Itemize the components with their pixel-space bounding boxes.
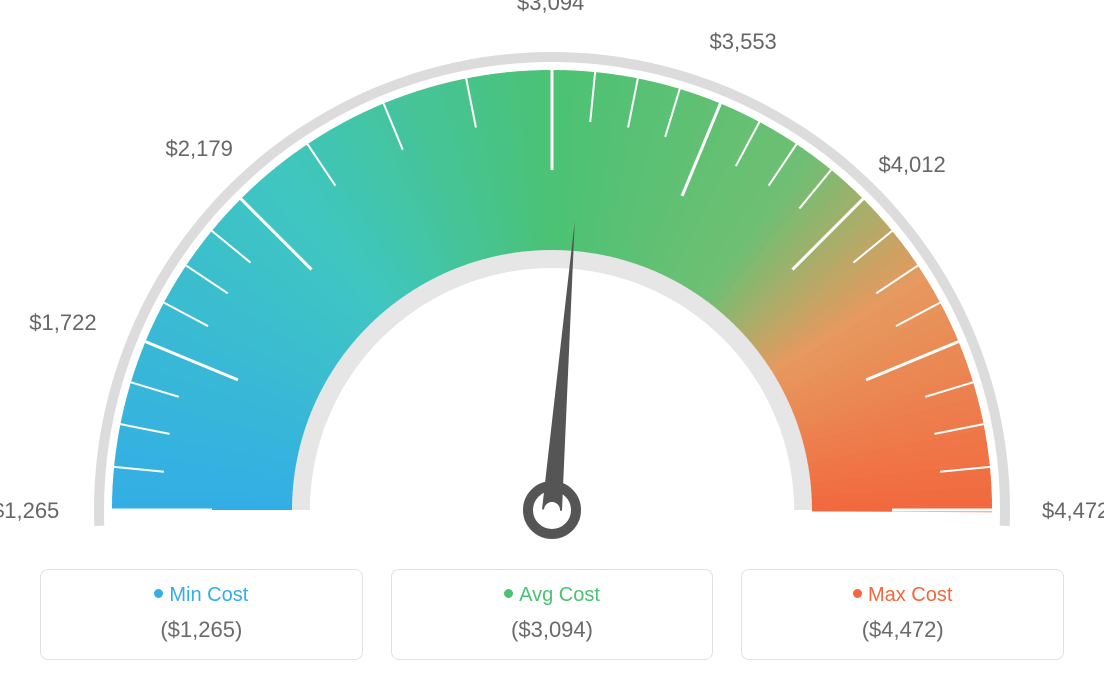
scale-label: $3,094 (517, 0, 584, 16)
avg-cost-card: Avg Cost ($3,094) (391, 569, 714, 660)
scale-label: $3,553 (710, 29, 777, 55)
min-cost-label: Min Cost (169, 584, 248, 606)
max-cost-card: Max Cost ($4,472) (741, 569, 1064, 660)
max-cost-title: Max Cost (750, 584, 1055, 607)
avg-cost-title: Avg Cost (400, 584, 705, 607)
max-cost-label: Max Cost (868, 584, 952, 606)
gauge: $1,265 $1,722 $2,179 $3,094 $3,553 $4,012 $4,4… (0, 0, 1104, 560)
dot-icon (853, 589, 862, 598)
avg-cost-label: Avg Cost (519, 584, 600, 606)
dot-icon (504, 589, 513, 598)
dot-icon (154, 589, 163, 598)
summary-cards: Min Cost ($1,265) Avg Cost ($3,094) Max … (40, 569, 1064, 660)
max-cost-value: ($4,472) (750, 617, 1055, 643)
gauge-svg (0, 0, 1104, 560)
scale-label: $1,722 (29, 310, 96, 336)
scale-label: $4,012 (878, 152, 945, 178)
chart-container: $1,265 $1,722 $2,179 $3,094 $3,553 $4,012 $4,4… (0, 0, 1104, 690)
min-cost-card: Min Cost ($1,265) (40, 569, 363, 660)
scale-label: $4,472 (1042, 498, 1104, 524)
avg-cost-value: ($3,094) (400, 617, 705, 643)
min-cost-value: ($1,265) (49, 617, 354, 643)
scale-label: $1,265 (0, 498, 59, 524)
min-cost-title: Min Cost (49, 584, 354, 607)
scale-label: $2,179 (166, 136, 233, 162)
